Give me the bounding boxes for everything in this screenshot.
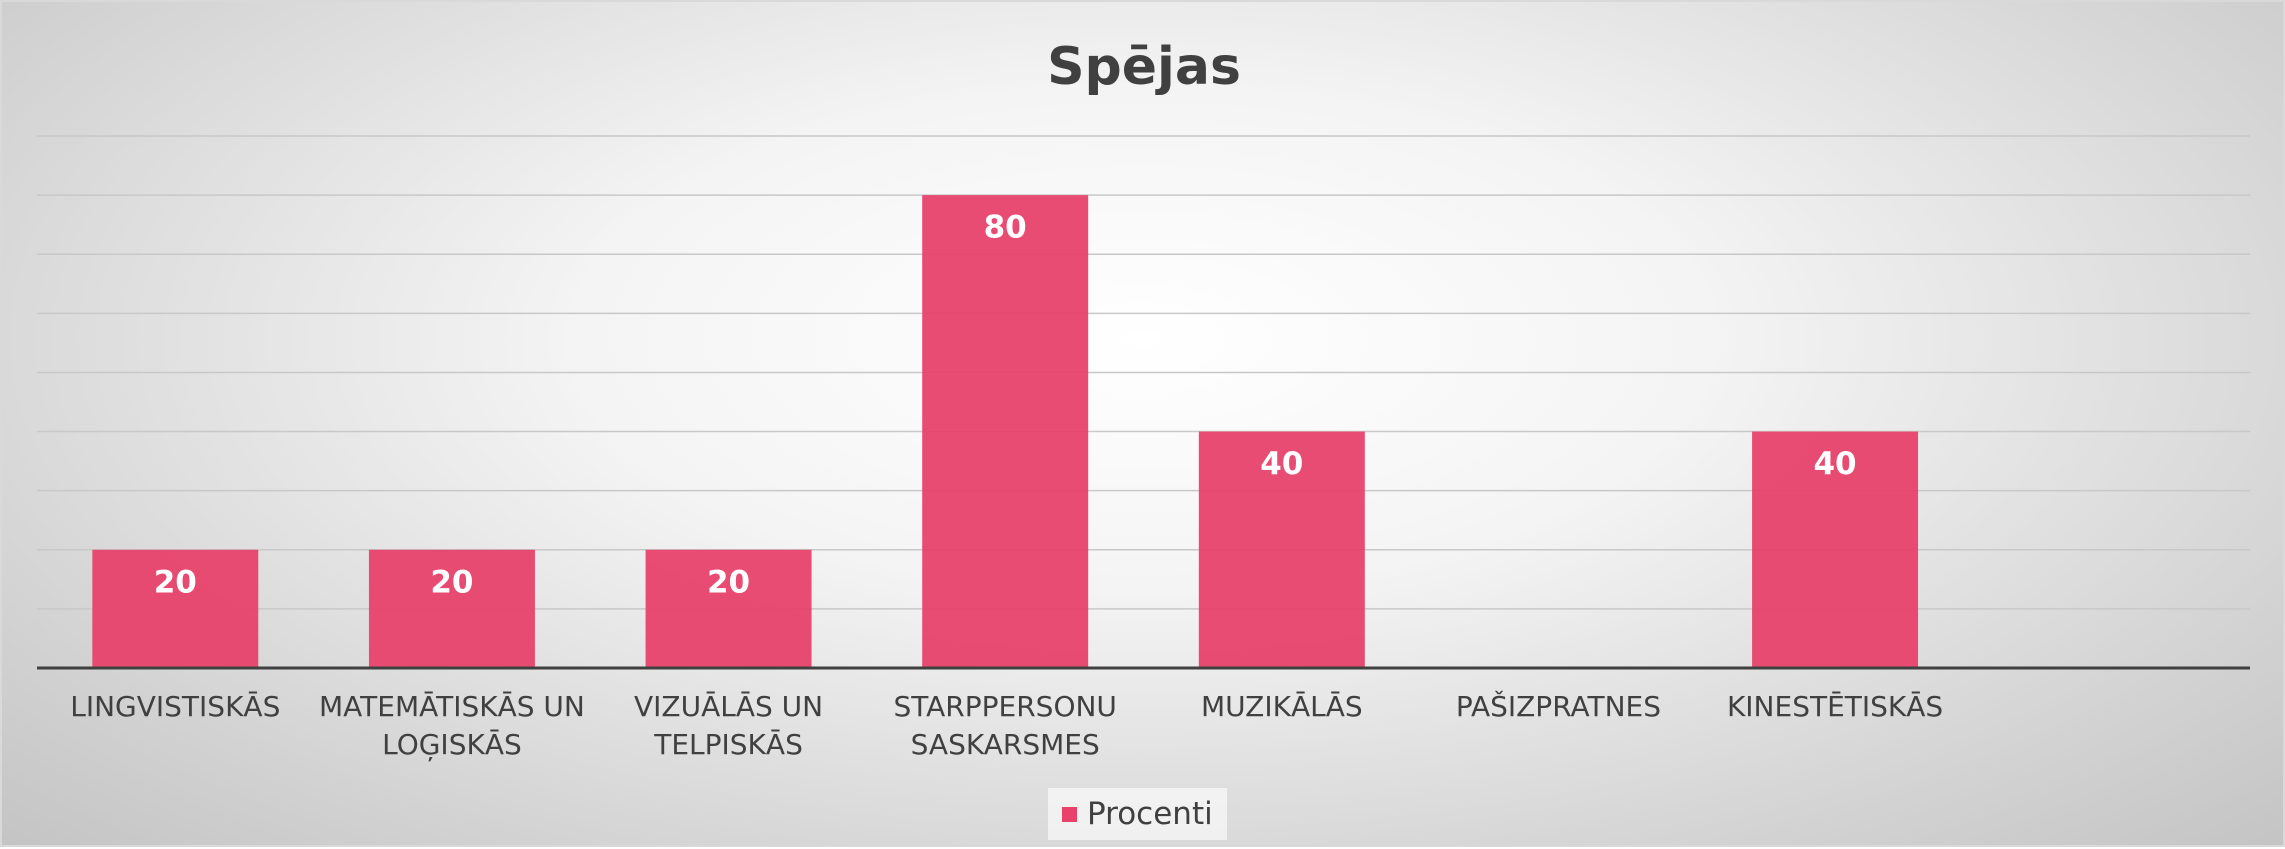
x-tick-label: STARPPERSONU SASKARSMES (893, 690, 1117, 761)
x-tick-label: PAŠIZPRATNES (1455, 690, 1662, 723)
data-label: 40 (1813, 446, 1856, 482)
legend-label: Procenti (1087, 796, 1213, 832)
data-label: 20 (707, 564, 750, 600)
data-label: 20 (154, 564, 197, 600)
bar (645, 549, 812, 668)
chart-title: Spējas (1047, 37, 1241, 97)
bar (92, 549, 259, 668)
x-tick-label: MATEMĀTISKĀS UN LOĢISKĀS (319, 690, 585, 761)
data-label: 80 (984, 210, 1027, 246)
x-tick-label: KINESTĒTISKĀS (1726, 690, 1944, 723)
x-tick-label: MUZIKĀLĀS (1200, 690, 1363, 723)
bar (1198, 431, 1365, 668)
bar (368, 549, 535, 668)
legend-swatch (1062, 806, 1077, 822)
x-tick-label: LINGVISTISKĀS (70, 690, 281, 723)
data-label: 20 (430, 564, 473, 600)
bar (1752, 431, 1919, 668)
bar (922, 195, 1089, 668)
x-tick-label: VIZUĀLĀS UN TELPISKĀS (634, 690, 824, 761)
legend: Procenti (1048, 788, 1227, 840)
data-label: 40 (1260, 446, 1303, 482)
